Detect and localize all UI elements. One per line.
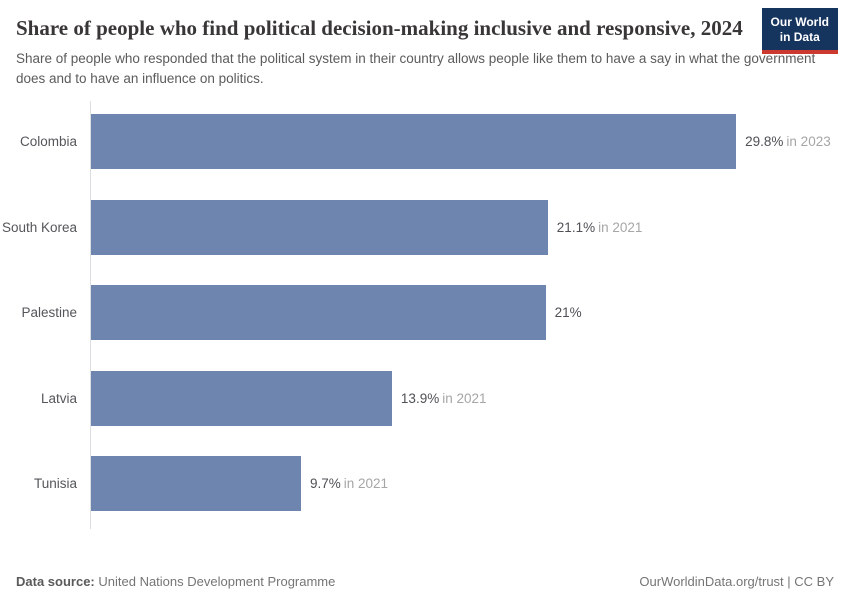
bar-row: South Korea 21.1% in 2021 [2,185,850,270]
value-text: 21% [554,305,582,321]
country-label: Colombia [19,134,77,150]
data-source-label: Data source: [16,574,95,589]
data-source-value: United Nations Development Programme [98,574,336,589]
bar-row: Latvia 13.9% in 2021 [41,355,850,440]
year-text: in 2021 [343,475,389,491]
value-label: 13.9% in 2021 [401,391,487,406]
country-label: Palestine [21,305,77,321]
value-label: 21.1% in 2021 [557,220,643,235]
owid-logo-line2: in Data [779,30,820,44]
y-axis-line [90,101,91,530]
value-text: 9.7% [309,475,341,491]
country-label: South Korea [1,219,77,235]
chart-footer: Data source: United Nations Development … [16,574,834,589]
value-text: 13.9% [400,390,440,406]
data-source: Data source: United Nations Development … [16,574,335,589]
year-text: in 2021 [598,219,643,235]
country-label: Latvia [40,390,77,406]
owid-link[interactable]: OurWorldinData.org/trust | CC BY [639,574,834,589]
bar[interactable] [91,199,548,255]
bar[interactable] [91,285,546,341]
value-text: 21.1% [556,219,596,235]
chart-subtitle: Share of people who responded that the p… [16,51,816,87]
owid-logo[interactable]: Our World in Data [761,8,838,54]
year-text: in 2023 [786,134,831,150]
value-label: 9.7% in 2021 [310,476,388,491]
year-text: in 2021 [442,390,487,406]
value-text: 29.8% [745,134,784,150]
bar[interactable] [91,455,301,511]
chart-title: Share of people who find political decis… [16,16,743,40]
value-label: 21% [555,305,582,320]
bar[interactable] [91,114,737,170]
country-label: Tunisia [33,475,77,491]
chart-header: Share of people who find political decis… [0,0,850,89]
value-label: 29.8% in 2023 [745,134,831,149]
bar-row: Palestine 21% [21,270,850,355]
bar[interactable] [91,370,392,426]
owid-logo-line1: Our World [770,15,829,29]
bar-rows: Colombia 29.8% in 2023 South Korea 21.1% i… [2,99,850,526]
bar-row: Tunisia 9.7% in 2021 [34,441,850,526]
bar-row: Colombia 29.8% in 2023 [20,99,850,184]
bar-chart: Colombia 29.8% in 2023 South Korea 21.1% i… [0,99,850,530]
